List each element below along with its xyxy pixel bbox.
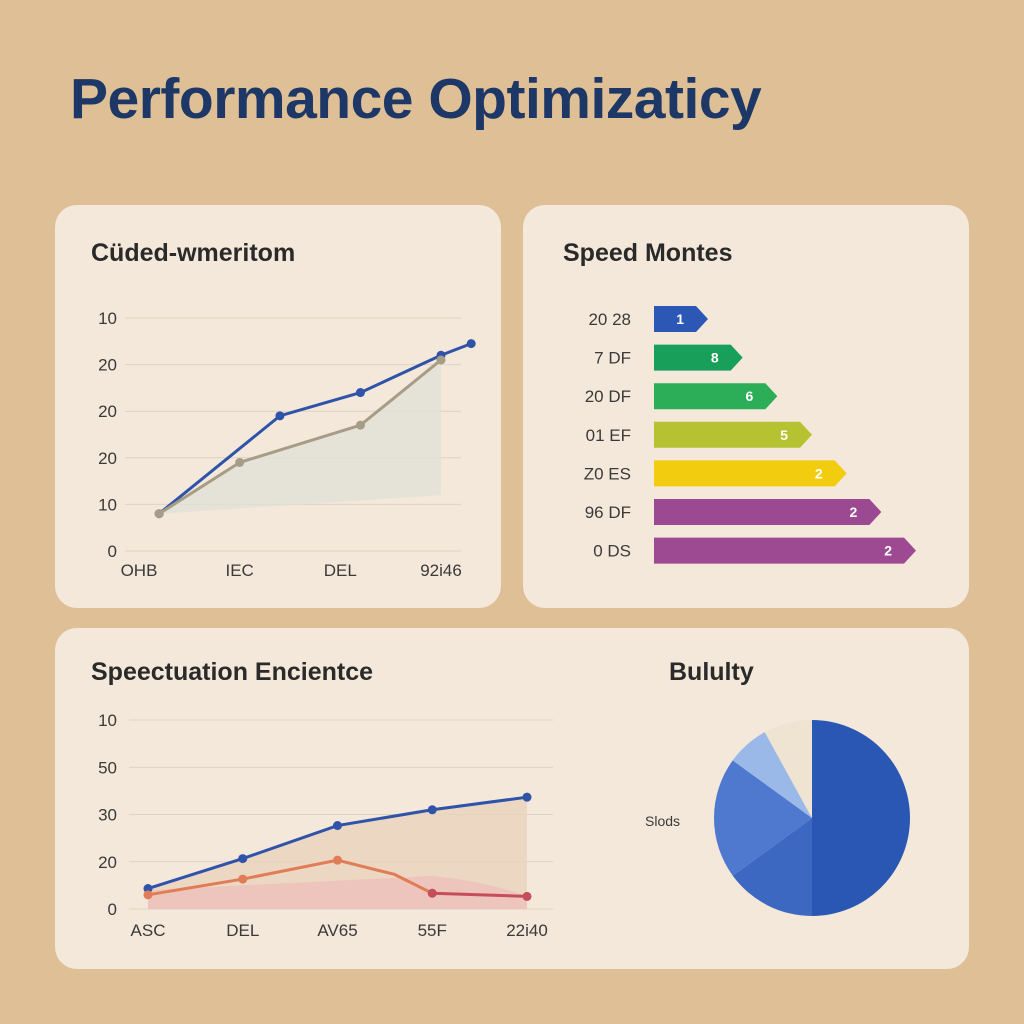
pie-chart: Slods [645, 720, 910, 916]
data-point [238, 854, 248, 864]
pie-chart-title: Bululty [669, 658, 754, 686]
x-tick-label: 55F [418, 921, 447, 940]
bar [654, 306, 708, 332]
data-point [427, 888, 437, 898]
y-tick-label: 0 [108, 900, 117, 919]
line-chart-card: Cüded-wmeritom 10 20 20 20 10 0 OHB IEC DEL 92i4… [55, 205, 501, 608]
bar-chart: 20 28 1 7 DF 8 20 DF 6 01 EF 5 Z0 ES 2 96 DF 2 0 DS 2 [584, 306, 916, 564]
data-point [355, 388, 365, 398]
category-label: 20 DF [585, 387, 631, 406]
pie-slice [714, 760, 812, 876]
data-point [355, 420, 365, 430]
y-tick-label: 50 [98, 758, 117, 777]
page-title: Performance Optimizaticy [70, 67, 762, 131]
bar-chart-title: Speed Montes [563, 239, 733, 267]
y-tick-label: 10 [98, 309, 117, 328]
data-point [466, 339, 476, 349]
series-line [432, 891, 528, 898]
data-point [238, 874, 248, 884]
pie-slice [732, 732, 812, 818]
y-tick-label: 20 [98, 449, 117, 468]
category-label: 01 EF [586, 426, 631, 445]
bar-value-label: 2 [815, 465, 823, 481]
y-tick-label: 20 [98, 853, 117, 872]
y-tick-label: 10 [98, 495, 117, 514]
data-point [275, 411, 285, 421]
category-label: 20 28 [588, 310, 631, 329]
data-point [143, 884, 153, 894]
category-label: Z0 ES [584, 464, 631, 483]
bar-value-label: 5 [780, 427, 788, 443]
bar [654, 383, 778, 410]
category-label: 96 DF [585, 503, 631, 522]
data-point [235, 457, 245, 467]
x-tick-label: OHB [121, 561, 158, 580]
y-tick-label: 20 [98, 402, 117, 421]
data-point [427, 805, 437, 815]
pie-label: Slods [645, 813, 680, 829]
x-tick-label: ASC [131, 921, 166, 940]
bar-value-label: 8 [711, 350, 719, 366]
line-chart: 10 20 20 20 10 0 OHB IEC DEL 92i46 [98, 309, 476, 580]
data-point [333, 855, 342, 865]
bar-chart-card: Speed Montes 20 28 1 7 DF 8 20 DF 6 01 EF 5 Z0 E… [523, 205, 969, 608]
series-fill [159, 359, 441, 514]
bar [654, 460, 847, 487]
bar-value-label: 1 [676, 311, 684, 327]
bar [654, 421, 812, 448]
data-point [522, 891, 532, 901]
area-chart-title: Speectuation Encientce [91, 658, 374, 686]
category-label: 0 DS [593, 542, 631, 561]
x-tick-label: 92i46 [420, 561, 462, 580]
pie-slice [812, 720, 910, 916]
x-tick-label: 22i40 [506, 921, 548, 940]
data-point [522, 792, 532, 802]
bar [654, 537, 916, 564]
x-tick-label: DEL [226, 921, 259, 940]
bar [654, 344, 743, 371]
x-tick-label: IEC [225, 561, 253, 580]
y-tick-label: 10 [98, 711, 117, 730]
data-point [436, 355, 446, 365]
area-fill [148, 875, 527, 909]
data-point [143, 890, 153, 900]
area-chart: 10 50 30 20 0 ASC DEL AV65 55F 22i40 [98, 711, 553, 940]
category-label: 7 DF [594, 349, 631, 368]
data-point [154, 509, 164, 519]
bar-value-label: 2 [850, 504, 858, 520]
bar-value-label: 6 [746, 388, 754, 404]
bar [654, 499, 882, 525]
line-chart-title: Cüded-wmeritom [91, 239, 296, 267]
x-tick-label: AV65 [317, 921, 357, 940]
pie-slice [732, 818, 812, 916]
y-tick-label: 30 [98, 806, 117, 825]
y-tick-label: 20 [98, 356, 117, 375]
x-tick-label: DEL [324, 561, 357, 580]
bar-value-label: 2 [884, 543, 892, 559]
series-line [158, 358, 442, 515]
y-tick-label: 0 [108, 542, 117, 561]
pie-slice [764, 720, 812, 818]
data-point [333, 821, 342, 831]
bottom-card: Speectuation Encientce Bululty 10 50 30 20 0… [55, 628, 969, 969]
